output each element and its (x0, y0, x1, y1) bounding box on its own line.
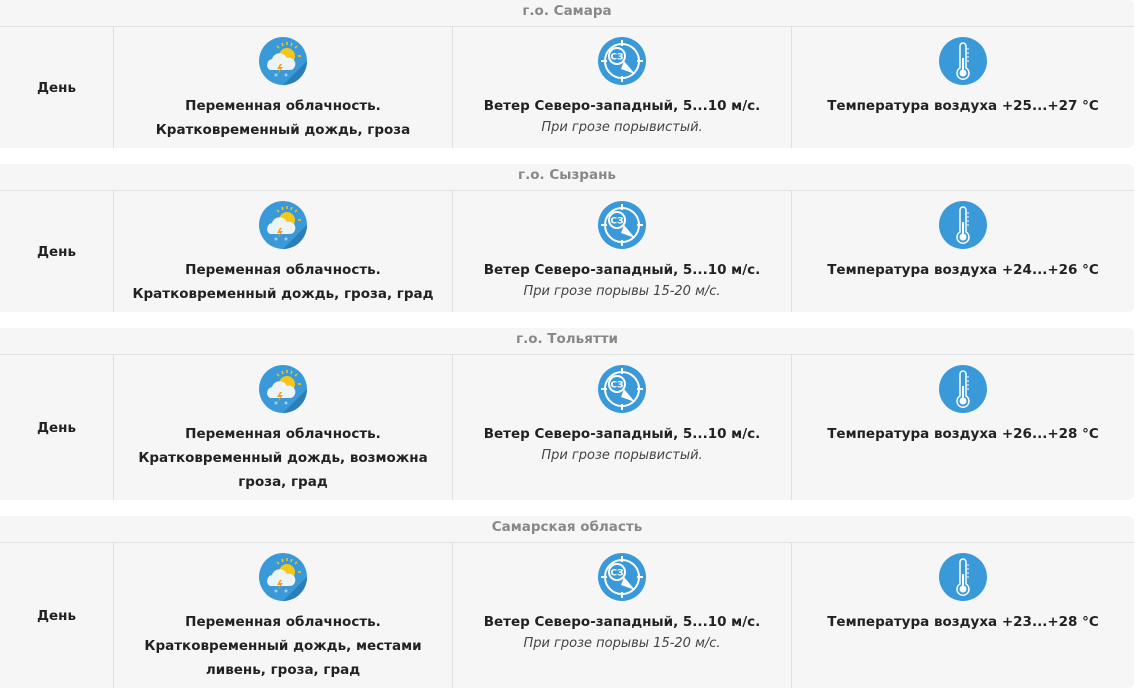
forecast-row: День Переменная облачность. Кратковремен… (0, 543, 1134, 688)
conditions-line-1: Переменная облачность. (185, 98, 381, 114)
wind-cell: СЗ Ветер Северо-западный, 5...10 м/с. Пр… (452, 191, 791, 312)
wind-cell: СЗ Ветер Северо-западный, 5...10 м/с. Пр… (452, 355, 791, 500)
period-label: День (36, 607, 77, 624)
region-title: Самарская область (0, 516, 1134, 543)
wind-text: Ветер Северо-западный, 5...10 м/с. (483, 614, 761, 630)
wind-nw-icon: СЗ (598, 365, 646, 413)
wind-note: При грозе порывы 15-20 м/с. (523, 284, 721, 299)
conditions-line-1: Переменная облачность. (185, 262, 381, 278)
svg-text:СЗ: СЗ (611, 53, 624, 63)
svg-text:СЗ: СЗ (611, 569, 624, 579)
conditions-line-2: Кратковременный дождь, гроза, град (132, 286, 434, 302)
wind-note: При грозе порывы 15-20 м/с. (523, 636, 721, 651)
conditions-line-2: Кратковременный дождь, гроза (155, 122, 411, 138)
conditions-cell: Переменная облачность. Кратковременный д… (113, 355, 452, 500)
thermometer-icon (939, 37, 987, 85)
conditions-line-1: Переменная облачность. (185, 614, 381, 630)
wind-text: Ветер Северо-западный, 5...10 м/с. (483, 98, 761, 114)
svg-text:СЗ: СЗ (611, 217, 624, 227)
forecast-block: Самарская область День Переменная облачн… (0, 516, 1134, 688)
temperature-text: Температура воздуха +25...+27 °С (827, 98, 1099, 114)
wind-nw-icon: СЗ (598, 37, 646, 85)
wind-cell: СЗ Ветер Северо-западный, 5...10 м/с. Пр… (452, 543, 791, 688)
partly-cloudy-thunderstorm-icon (259, 37, 307, 85)
period-label: День (36, 79, 77, 96)
conditions-line-1: Переменная облачность. (185, 426, 381, 442)
wind-nw-icon: СЗ (598, 201, 646, 249)
wind-cell: СЗ Ветер Северо-западный, 5...10 м/с. Пр… (452, 27, 791, 148)
wind-note: При грозе порывистый. (541, 448, 703, 463)
wind-nw-icon: СЗ (598, 553, 646, 601)
svg-text:СЗ: СЗ (611, 381, 624, 391)
conditions-cell: Переменная облачность. Кратковременный д… (113, 27, 452, 148)
temperature-text: Температура воздуха +23...+28 °С (827, 614, 1099, 630)
forecast-row: День Переменная облачность. Кратковремен… (0, 27, 1134, 148)
thermometer-icon (939, 201, 987, 249)
temperature-cell: Температура воздуха +25...+27 °С (791, 27, 1134, 148)
region-title: г.о. Сызрань (0, 164, 1134, 191)
temperature-cell: Температура воздуха +23...+28 °С (791, 543, 1134, 688)
thermometer-icon (939, 553, 987, 601)
period-label: День (36, 419, 77, 436)
period-label: День (36, 243, 77, 260)
region-title: г.о. Тольятти (0, 328, 1134, 355)
temperature-text: Температура воздуха +24...+26 °С (827, 262, 1099, 278)
wind-note: При грозе порывистый. (541, 120, 703, 135)
forecast-block: г.о. Самара День Переменная облачность. … (0, 0, 1134, 148)
wind-text: Ветер Северо-западный, 5...10 м/с. (483, 262, 761, 278)
forecast-block: г.о. Тольятти День Переменная облачность… (0, 328, 1134, 500)
conditions-line-2: Кратковременный дождь, возможна гроза, г… (138, 450, 428, 490)
region-title: г.о. Самара (0, 0, 1134, 27)
forecast-row: День Переменная облачность. Кратковремен… (0, 191, 1134, 312)
thermometer-icon (939, 365, 987, 413)
conditions-cell: Переменная облачность. Кратковременный д… (113, 191, 452, 312)
temperature-text: Температура воздуха +26...+28 °С (827, 426, 1099, 442)
conditions-cell: Переменная облачность. Кратковременный д… (113, 543, 452, 688)
partly-cloudy-thunderstorm-icon (259, 553, 307, 601)
forecast-row: День Переменная облачность. Кратковремен… (0, 355, 1134, 500)
partly-cloudy-thunderstorm-icon (259, 201, 307, 249)
wind-text: Ветер Северо-западный, 5...10 м/с. (483, 426, 761, 442)
forecast-block: г.о. Сызрань День Переменная облачность.… (0, 164, 1134, 312)
partly-cloudy-thunderstorm-icon (259, 365, 307, 413)
temperature-cell: Температура воздуха +24...+26 °С (791, 191, 1134, 312)
temperature-cell: Температура воздуха +26...+28 °С (791, 355, 1134, 500)
conditions-line-2: Кратковременный дождь, местами ливень, г… (144, 638, 422, 678)
